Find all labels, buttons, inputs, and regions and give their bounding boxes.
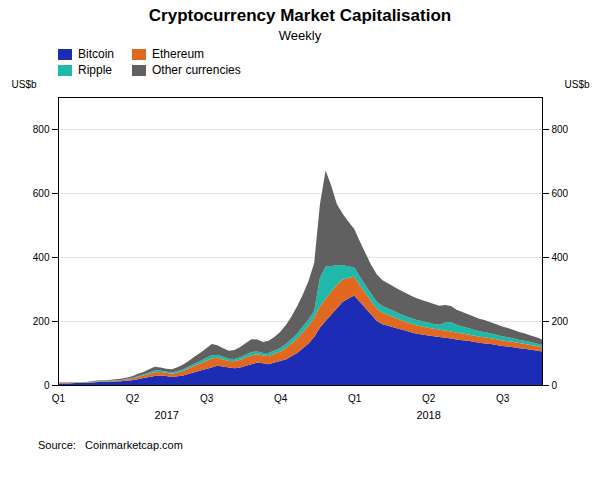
svg-text:Q3: Q3 xyxy=(496,393,510,404)
svg-text:Q2: Q2 xyxy=(126,393,140,404)
svg-text:0: 0 xyxy=(552,380,558,391)
html-text:Ethereum: Ethereum xyxy=(152,47,205,61)
svg-text:200: 200 xyxy=(33,316,50,327)
svg-text:Q1: Q1 xyxy=(52,393,66,404)
svg-text:US$b: US$b xyxy=(564,79,589,90)
html-text:Cryptocurrency Market Capitali: Cryptocurrency Market Capitalisation xyxy=(148,6,452,25)
svg-text:Q2: Q2 xyxy=(422,393,436,404)
svg-text:200: 200 xyxy=(552,316,569,327)
svg-text:2018: 2018 xyxy=(416,409,440,421)
svg-text:600: 600 xyxy=(33,188,50,199)
svg-text:Q3: Q3 xyxy=(200,393,214,404)
html-text:Other currencies: Other currencies xyxy=(152,63,241,77)
svg-text:800: 800 xyxy=(33,124,50,135)
svg-text:400: 400 xyxy=(33,252,50,263)
svg-text:400: 400 xyxy=(552,252,569,263)
html-text:Weekly: Weekly xyxy=(278,28,322,43)
html-text:Source: Coinmarketcap.com: Source: Coinmarketcap.com xyxy=(38,439,183,451)
svg-text:US$b: US$b xyxy=(12,79,37,90)
svg-text:Q1: Q1 xyxy=(348,393,362,404)
svg-text:Q4: Q4 xyxy=(274,393,288,404)
svg-text:600: 600 xyxy=(552,188,569,199)
svg-text:0: 0 xyxy=(44,380,50,391)
html-text:Ripple: Ripple xyxy=(78,63,112,77)
svg-text:2017: 2017 xyxy=(154,409,178,421)
html-text:Bitcoin: Bitcoin xyxy=(78,47,114,61)
svg-text:800: 800 xyxy=(552,124,569,135)
